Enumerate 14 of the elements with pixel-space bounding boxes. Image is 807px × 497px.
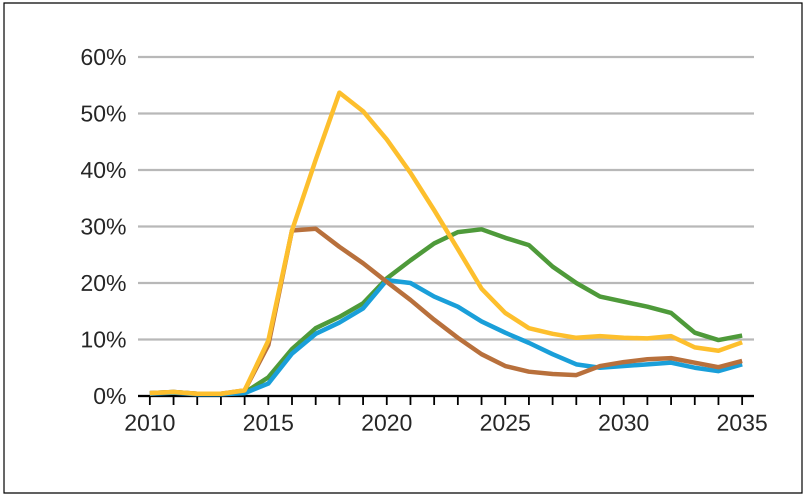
y-tick-label: 60% [82,48,126,66]
y-tick-label: 0% [94,388,126,404]
y-tick-label: 40% [80,162,126,178]
y-tick-label: 30% [81,218,126,235]
x-tick-label: 2025 [480,414,530,431]
y-tick-label: 10% [82,331,126,348]
x-tick-label: 2015 [244,414,293,431]
x-tick-label: 2010 [125,414,175,431]
y-tick-label: 20% [82,274,126,292]
x-tick-label: 2035 [718,414,767,431]
y-tick-label: 50% [81,105,126,122]
x-tick-label: 2020 [362,414,412,431]
line-series [148,90,744,396]
x-tick-label: 2030 [599,414,648,431]
